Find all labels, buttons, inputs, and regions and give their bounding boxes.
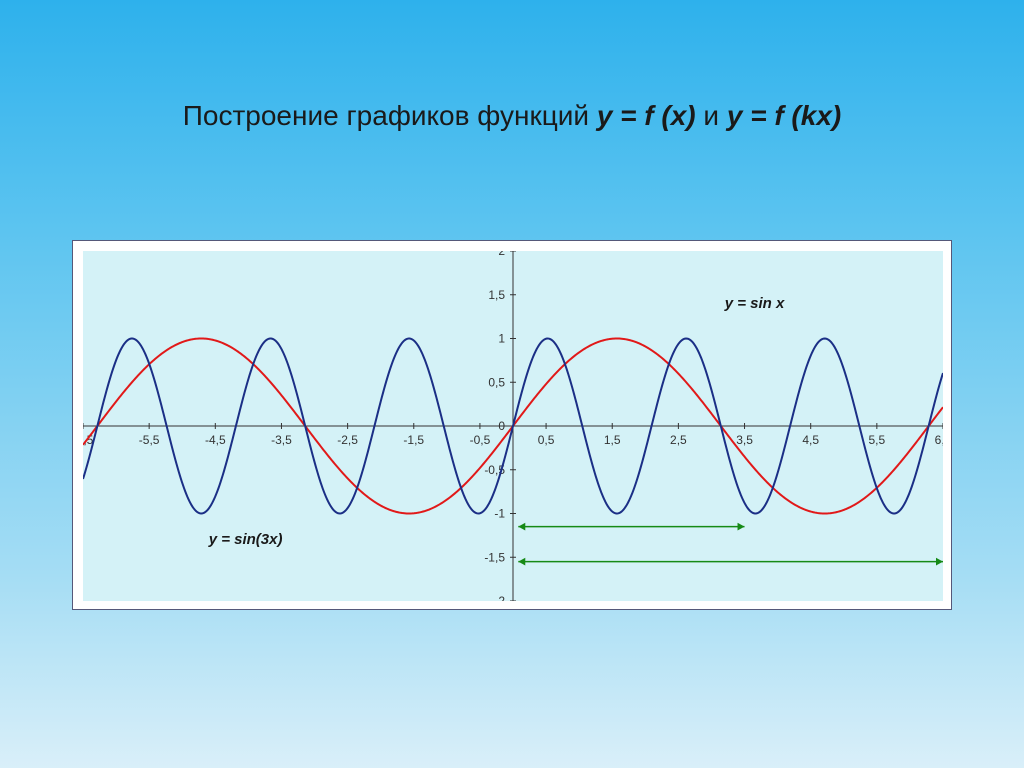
y-tick-label: -1 [494,507,505,521]
y-tick-label: 1,5 [488,288,505,302]
arrow-head-right [738,523,745,531]
series-label-sin_x: y = sin x [724,295,785,312]
y-tick-label: 1 [498,332,505,346]
chart-svg: -6,5-5,5-4,5-3,5-2,5-1,5-0,50,51,52,53,5… [83,251,943,601]
x-tick-label: 3,5 [736,433,753,447]
x-tick-label: -1,5 [403,433,424,447]
y-tick-label: 2 [498,251,505,258]
title-mid: и [703,100,726,131]
series-label-sin_3x: y = sin(3x) [208,531,283,548]
x-tick-label: -2,5 [337,433,358,447]
y-tick-label: -1,5 [484,550,505,564]
arrow-head-right [936,558,943,566]
arrow-head-left [518,523,525,531]
x-tick-label: -0,5 [470,433,491,447]
title-fn1: y = f (x) [597,100,696,131]
x-tick-label: 4,5 [802,433,819,447]
title-prefix: Построение графиков функций [183,100,597,131]
y-tick-label: 0,5 [488,375,505,389]
x-tick-label: 0,5 [538,433,555,447]
chart-frame: -6,5-5,5-4,5-3,5-2,5-1,5-0,50,51,52,53,5… [72,240,952,610]
page-title: Построение графиков функций y = f (x) и … [0,100,1024,132]
x-tick-label: -4,5 [205,433,226,447]
x-tick-label: 2,5 [670,433,687,447]
title-fn2: y = f (kx) [727,100,841,131]
x-tick-label: -5,5 [139,433,160,447]
x-tick-label: 1,5 [604,433,621,447]
x-tick-label: 6,5 [935,433,943,447]
x-tick-label: 5,5 [869,433,886,447]
x-tick-label: -3,5 [271,433,292,447]
plot-area: -6,5-5,5-4,5-3,5-2,5-1,5-0,50,51,52,53,5… [83,251,943,601]
y-tick-label: -2 [494,594,505,601]
arrow-head-left [518,558,525,566]
y-tick-label: 0 [498,419,505,433]
